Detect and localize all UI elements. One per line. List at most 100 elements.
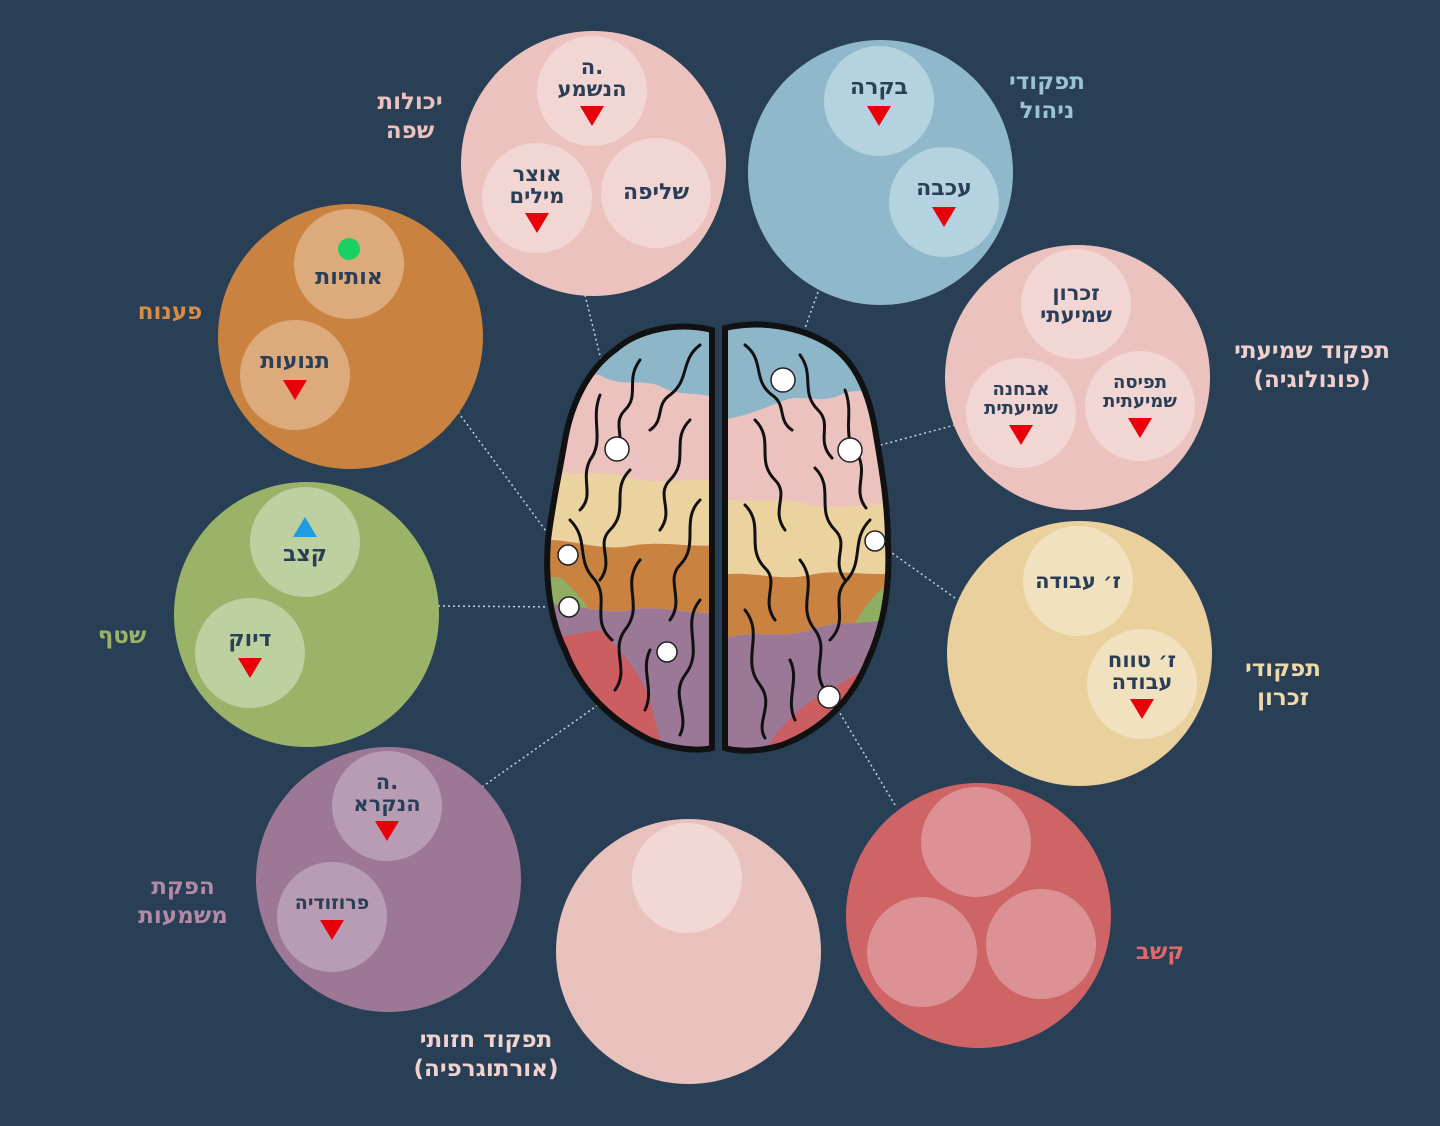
marker-auditory <box>837 437 863 463</box>
marker-decoding <box>557 544 579 566</box>
title-line1: שטף <box>97 623 147 649</box>
item-label-line1: תנועות <box>260 349 330 375</box>
item-accuracy[interactable]: דיוק <box>195 598 305 708</box>
connector-memory <box>877 542 956 599</box>
item-label-line2: שמיעתית <box>1103 391 1177 412</box>
item-auditory-memory[interactable]: זכרון שמיעתי <box>1021 249 1131 359</box>
item-retrieval[interactable]: שליפה <box>601 138 711 248</box>
item-reading-comprehension[interactable]: ה. הנקרא <box>332 751 442 861</box>
item-label-line2: הנשמע <box>557 77 627 101</box>
connector-attention <box>831 699 896 806</box>
group-title-visual: תפקוד חזותי (אורתוגרפיה) <box>386 1026 586 1084</box>
title-line2: (אורתוגרפיה) <box>413 1055 559 1082</box>
decrease-marker-icon <box>580 106 604 127</box>
connector-fluency <box>437 605 566 608</box>
title-line1: תפקוד שמיעתי <box>1234 338 1390 364</box>
group-title-executive: תפקודי ניהול <box>992 68 1102 126</box>
title-line1: תפקודי <box>1009 69 1085 95</box>
title-line2: זכרון <box>1257 684 1309 711</box>
decrease-marker-icon <box>375 821 399 842</box>
item-vocabulary[interactable]: אוצר מילים <box>482 143 592 253</box>
decrease-marker-icon <box>283 379 307 400</box>
item-letters[interactable]: אותיות <box>294 209 404 319</box>
title-line1: תפקוד חזותי <box>419 1027 553 1053</box>
group-title-decoding: פענוח <box>120 298 220 327</box>
item-label-line1: ז׳ עבודה <box>1035 568 1121 593</box>
connector-decoding <box>457 411 561 551</box>
marker-memory <box>864 530 886 552</box>
marker-comprehension <box>656 641 678 663</box>
item-auditory-perception[interactable]: תפיסה שמיעתית <box>1085 351 1195 461</box>
item-label-line1: בקרה <box>850 75 908 101</box>
item-label-line1: עכבה <box>916 176 972 202</box>
brain-right-outline <box>722 321 892 754</box>
item-label-line1: אוצר <box>512 161 562 186</box>
marker-attention <box>817 685 841 709</box>
item-label-line1: ה. <box>375 769 399 794</box>
item-attention-slot3[interactable] <box>867 897 977 1007</box>
group-title-memory: תפקודי זכרון <box>1228 655 1338 713</box>
normal-marker-icon <box>338 238 360 261</box>
item-label-line2: מילים <box>509 184 565 208</box>
item-rate[interactable]: קצב <box>250 487 360 597</box>
item-label-line1: ה. <box>580 54 604 79</box>
marker-executive <box>770 367 796 393</box>
brain-left-hemisphere <box>547 326 712 750</box>
item-working-memory[interactable]: ז׳ עבודה <box>1023 526 1133 636</box>
brain-left-outline <box>544 323 715 753</box>
item-label-line1: אותיות <box>315 265 383 291</box>
title-line2: ניהול <box>1019 97 1075 124</box>
title-line2: (פונולוגיה) <box>1253 366 1371 393</box>
item-auditory-comprehension[interactable]: ה. הנשמע <box>537 36 647 146</box>
item-label-line1: שליפה <box>622 180 690 206</box>
group-title-language: יכולות שפה <box>360 88 460 146</box>
title-line1: פענוח <box>137 299 203 325</box>
item-control[interactable]: בקרה <box>824 46 934 156</box>
decrease-marker-icon <box>867 105 891 126</box>
item-label-line1: דיוק <box>228 627 272 653</box>
group-title-comprehension: הפקת משמעות <box>118 873 248 931</box>
decrease-marker-icon <box>320 919 344 940</box>
title-line2: משמעות <box>138 902 228 929</box>
item-label-line1: זכרון <box>1052 280 1100 305</box>
decrease-marker-icon <box>1130 699 1154 720</box>
item-label-line2: שמיעתית <box>984 398 1058 419</box>
item-visual-slot[interactable] <box>632 823 742 933</box>
title-line1: הפקת <box>151 874 215 900</box>
group-title-auditory: תפקוד שמיעתי (פונולוגיה) <box>1212 337 1412 395</box>
item-label-line2: הנקרא <box>353 792 421 816</box>
item-vowels[interactable]: תנועות <box>240 320 350 430</box>
item-label-line2: שמיעתי <box>1040 303 1112 327</box>
decrease-marker-icon <box>932 206 956 227</box>
title-line1: קשב <box>1135 939 1185 965</box>
decrease-marker-icon <box>238 657 262 678</box>
title-line2: שפה <box>385 117 435 144</box>
item-attention-slot2[interactable] <box>986 889 1096 999</box>
group-title-fluency: שטף <box>72 622 172 651</box>
decrease-marker-icon <box>525 213 549 234</box>
brain-markers <box>557 367 886 709</box>
brain-sulci <box>568 343 872 740</box>
decrease-marker-icon <box>1128 417 1152 438</box>
item-auditory-discrimination[interactable]: אבחנה שמיעתית <box>966 358 1076 468</box>
item-prosody[interactable]: פרוזודיה <box>277 862 387 972</box>
item-label-line1: תפיסה <box>1112 372 1168 394</box>
item-long-working-memory[interactable]: ז׳ טווח עבודה <box>1087 629 1197 739</box>
marker-fluency <box>558 596 580 618</box>
group-title-attention: קשב <box>1110 938 1210 967</box>
item-attention-slot1[interactable] <box>921 787 1031 897</box>
increase-marker-icon <box>293 517 317 538</box>
item-label-line2: עבודה <box>1111 670 1173 694</box>
item-label-line1: ז׳ טווח <box>1107 647 1177 672</box>
item-label-line1: פרוזודיה <box>294 892 370 915</box>
title-line1: יכולות <box>377 89 443 115</box>
title-line1: תפקודי <box>1245 656 1321 682</box>
marker-language <box>604 436 630 462</box>
item-label-line1: קצב <box>283 542 327 568</box>
decrease-marker-icon <box>1009 424 1033 445</box>
connector-comprehension <box>481 699 606 788</box>
item-inhibition[interactable]: עכבה <box>889 147 999 257</box>
item-label-line1: אבחנה <box>992 379 1050 401</box>
